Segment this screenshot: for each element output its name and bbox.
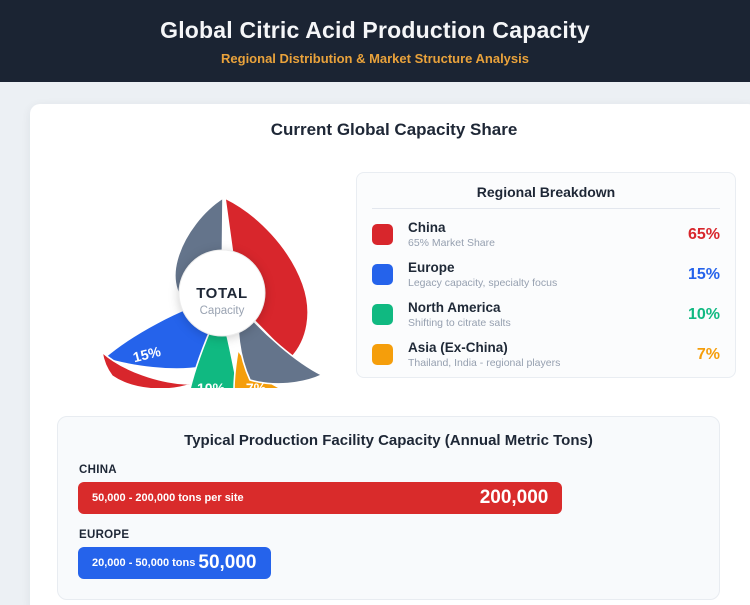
legend-item-pct: 65% — [687, 225, 720, 243]
page-subtitle: Regional Distribution & Market Structure… — [221, 50, 529, 66]
legend-title: Regional Breakdown — [372, 184, 720, 209]
bar-value-label: 200,000 — [479, 487, 549, 508]
legend-item-pct: 7% — [696, 345, 720, 363]
donut-center-subtitle: Capacity — [200, 305, 245, 317]
regional-breakdown-panel: Regional Breakdown China 65% Market Shar… — [356, 172, 736, 378]
legend-item-name: Asia (Ex-China) — [408, 340, 508, 355]
capacity-share-title: Current Global Capacity Share — [270, 120, 518, 139]
legend-item-desc: Thailand, India - regional players — [408, 357, 561, 369]
legend-item-text: North America Shifting to citrate salts — [408, 300, 511, 329]
capacity-bar-europe: 20,000 - 50,000 tons 50,000 — [78, 547, 271, 579]
capacity-bar-china: 50,000 - 200,000 tons per site 200,000 — [78, 482, 563, 514]
legend-item-asia: Asia (Ex-China) Thailand, India - region… — [372, 340, 720, 369]
pie-slice-china — [224, 197, 309, 359]
legend-item-name: Europe — [408, 260, 455, 275]
slice-label-asia: 7% — [246, 380, 267, 388]
donut-center-title: TOTAL — [196, 285, 248, 302]
bar-region-label-europe: EUROPE — [79, 529, 130, 541]
legend-item-china: China 65% Market Share 65% — [372, 220, 720, 249]
legend-item-text: Europe Legacy capacity, specialty focus — [408, 260, 557, 289]
legend-item-text: China 65% Market Share — [408, 220, 495, 249]
europe-color-swatch — [372, 264, 393, 285]
donut-center-circle — [178, 249, 266, 337]
pie-chart-svg: TOTAL Capacity 15% 10% 7% — [101, 197, 323, 388]
capacity-pie-chart: TOTAL Capacity 15% 10% 7% — [90, 148, 342, 388]
legend-item-name: China — [408, 220, 446, 235]
bar-value-label: 50,000 — [198, 552, 257, 573]
bar-region-label-china: CHINA — [79, 464, 117, 476]
north-america-color-swatch — [372, 304, 393, 325]
legend-item-name: North America — [408, 300, 501, 315]
page-title: Global Citric Acid Production Capacity — [160, 16, 590, 43]
legend-item-desc: Legacy capacity, specialty focus — [408, 277, 558, 289]
slice-label-europe: 15% — [131, 343, 163, 365]
legend-item-north-america: North America Shifting to citrate salts … — [372, 300, 720, 329]
legend-item-text: Asia (Ex-China) Thailand, India - region… — [408, 340, 560, 369]
slice-label-north-america: 10% — [197, 380, 226, 388]
facility-section-title: Typical Production Facility Capacity (An… — [184, 432, 593, 449]
pie-slice-north-america — [189, 307, 239, 388]
legend-item-desc: 65% Market Share — [408, 237, 495, 249]
page-header: Global Citric Acid Production Capacity R… — [0, 0, 750, 82]
legend-item-europe: Europe Legacy capacity, specialty focus … — [372, 260, 720, 289]
china-color-swatch — [372, 224, 393, 245]
pie-slice-china-sliver — [101, 351, 193, 388]
bar-range-label: 50,000 - 200,000 tons per site — [92, 492, 244, 504]
legend-item-desc: Shifting to citrate salts — [408, 317, 511, 329]
bar-range-label: 20,000 - 50,000 tons — [92, 557, 196, 569]
facility-capacity-panel: Typical Production Facility Capacity (An… — [57, 416, 720, 600]
pie-slice-others-bottom — [237, 305, 323, 385]
legend-item-pct: 15% — [687, 265, 720, 283]
capacity-share-section: TOTAL Capacity 15% 10% 7% Regional Break… — [30, 148, 750, 390]
asia-color-swatch — [372, 344, 393, 365]
content-card: Current Global Capacity Share — [30, 104, 750, 605]
legend-item-pct: 10% — [687, 305, 720, 323]
